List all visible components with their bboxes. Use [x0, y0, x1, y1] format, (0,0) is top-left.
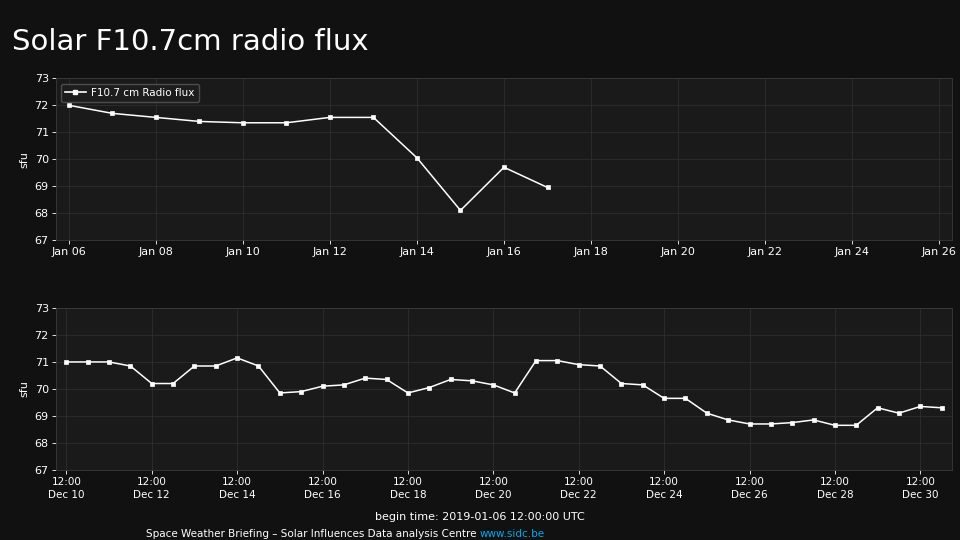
Text: Solar F10.7cm radio flux: Solar F10.7cm radio flux: [12, 28, 369, 56]
Text: www.sidc.be: www.sidc.be: [480, 529, 545, 538]
Y-axis label: sfu: sfu: [19, 381, 29, 397]
Text: Space Weather Briefing – Solar Influences Data analysis Centre: Space Weather Briefing – Solar Influence…: [146, 529, 480, 538]
Y-axis label: sfu: sfu: [19, 151, 29, 167]
Legend: F10.7 cm Radio flux: F10.7 cm Radio flux: [60, 84, 199, 102]
Text: begin time: 2019-01-06 12:00:00 UTC: begin time: 2019-01-06 12:00:00 UTC: [375, 512, 585, 522]
